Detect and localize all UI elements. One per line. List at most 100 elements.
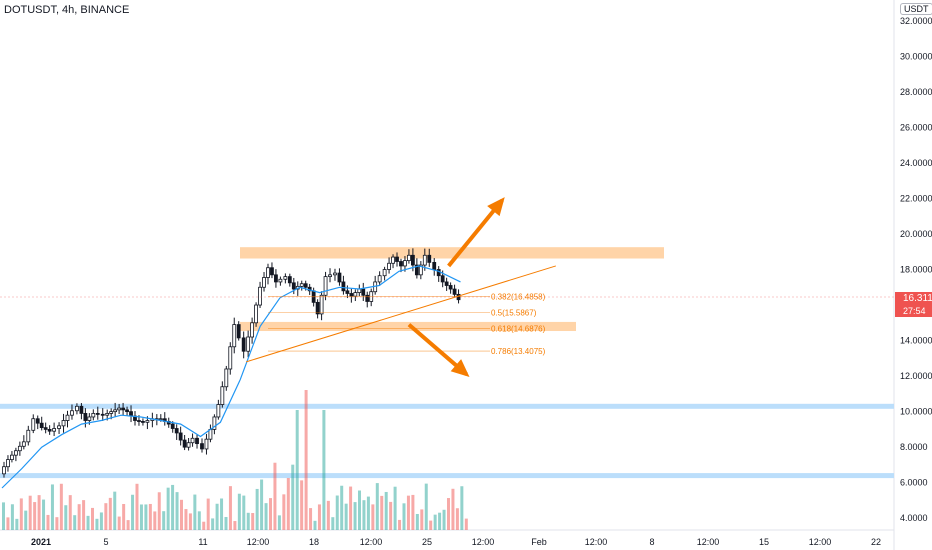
fib-level-label: 0.618(14.6876) [491,324,546,333]
candle-body [236,324,241,339]
volume-bar [402,503,406,530]
volume-bar [193,494,197,530]
candle-body [349,293,354,297]
candle-body [43,427,48,430]
candle-body [303,283,308,288]
moving-average-line [1,265,461,489]
x-tick-label: 22 [871,537,881,547]
x-tick-label: 18 [309,537,319,547]
volume-bar [406,495,410,530]
candle-body [444,281,449,286]
volume-bar [162,511,166,530]
candle-body [35,418,40,424]
volume-bar [447,498,450,530]
candle-body [403,260,407,267]
volume-bar [433,514,437,530]
volume-bar [389,501,393,530]
candle-body [333,272,337,276]
candle-body [200,443,204,450]
volume-bar [269,498,272,530]
candle-body [216,404,221,418]
volume-bar [286,477,290,530]
candle-body [391,256,395,264]
volume-bar [424,483,428,530]
currency-badge[interactable]: USDT [900,3,932,15]
volume-bar [33,502,37,530]
candle-body [10,454,14,461]
candle-body [61,420,66,427]
candle-body [125,409,129,413]
x-tick-label: 2021 [31,537,51,547]
volume-bar [277,515,281,530]
candle-body [212,416,217,430]
volume-bar [139,504,143,530]
y-tick-label: 22.0000 [900,193,932,203]
candle-body [39,422,44,429]
volume-bar [37,495,41,530]
candle-body [6,459,10,468]
volume-bar [28,495,32,530]
volume-bar [148,503,152,530]
candle-body [17,445,22,452]
candle-body [117,407,122,411]
candle-body [410,254,415,266]
candle-body [291,282,296,290]
volume-bar [19,498,23,530]
candle-body [337,272,342,283]
candle-body [377,275,382,283]
volume-bar [144,504,148,530]
candle-body [287,276,292,284]
volume-bar [122,503,126,530]
candle-body [407,254,411,262]
current-price-label: 16.3113 [895,292,932,305]
support-line [0,473,894,479]
candle-body [422,254,427,266]
candle-body [399,261,403,267]
candle-body [91,413,96,418]
volume-bar [2,502,5,530]
fib-level-label: 0.786(13.4075) [491,347,546,356]
volume-bar [220,498,224,530]
candle-body [250,322,255,338]
volume-bar [300,480,304,530]
y-tick-label: 6.0000 [900,478,928,488]
volume-bar [153,511,157,530]
volume-bar [260,479,264,530]
candle-body [195,437,199,445]
candle-body [353,292,358,297]
x-tick-label: 12:00 [697,537,720,547]
volume-bar [442,509,446,530]
candle-body [75,405,79,412]
volume-bar [113,491,117,530]
candle-body [79,405,84,414]
candle-body [87,416,92,421]
volume-bar [180,499,183,530]
down-arrow-head [450,359,470,377]
volume-bar [326,500,330,530]
candle-body [232,324,237,348]
candle-body [220,386,225,405]
volume-bar [349,486,353,530]
volume-bar [95,518,99,530]
volume-bar [273,462,277,530]
volume-bar [242,495,246,530]
volume-bar [429,520,433,530]
candle-body [13,450,18,456]
candle-countdown: 27:54 [895,305,932,317]
volume-bar [184,509,188,530]
candle-body [258,286,262,306]
candle-body [100,413,105,416]
candle-body [109,411,114,414]
volume-bar [264,503,268,530]
candle-body [299,283,304,287]
volume-bar [64,505,68,530]
volume-bar [211,518,215,530]
volume-bar [366,496,370,530]
volume-bar [255,488,259,530]
candle-body [283,276,288,280]
volume-bar [237,493,241,530]
volume-bar [228,486,232,530]
volume-bar [15,518,19,530]
ticker-title: DOTUSDT, 4h, BINANCE [4,4,130,16]
